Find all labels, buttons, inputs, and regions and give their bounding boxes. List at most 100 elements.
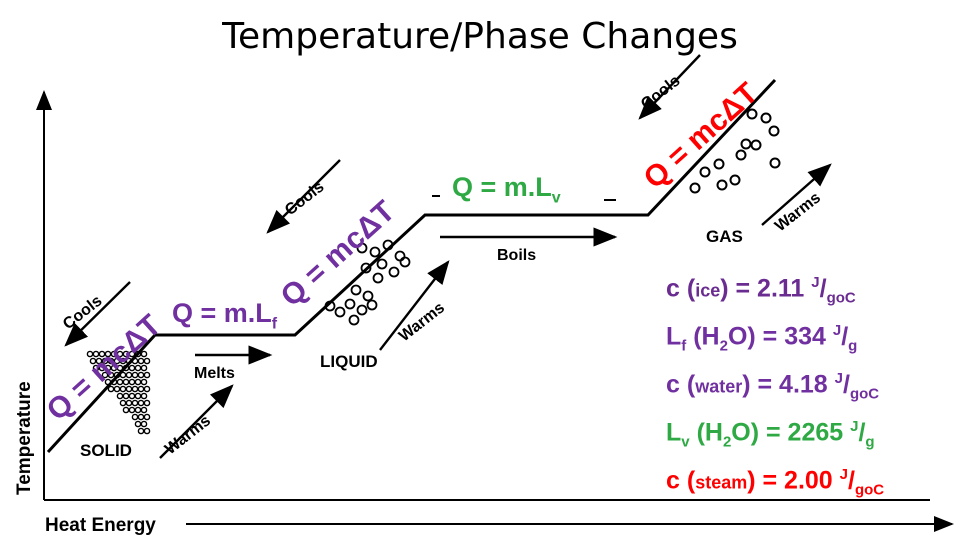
y-axis-label: Temperature [14, 381, 35, 495]
heating-curve [46, 78, 777, 454]
solid-particle [95, 357, 103, 365]
cools-label-3: Cools [638, 72, 684, 113]
solid-particle [125, 399, 133, 407]
solid-particle [110, 350, 118, 358]
solid-particle [128, 364, 136, 372]
boils-label: Boils [497, 247, 536, 264]
solid-particle [101, 357, 109, 365]
warms-arrow-3 [761, 163, 832, 226]
solid-particle [137, 413, 145, 421]
solid-particle [128, 406, 136, 414]
solid-particle [113, 385, 121, 393]
solid-particle [92, 364, 100, 372]
constant-lv: Lv (H2O) = 2265 J/g [666, 418, 875, 451]
solid-particle [134, 350, 142, 358]
solid-particle [140, 378, 148, 386]
solid-particle [104, 378, 112, 386]
solid-particle [143, 371, 151, 379]
constant-lf: Lf (H2O) = 334 J/g [666, 322, 858, 355]
solid-particle [122, 406, 130, 414]
solid-particle [119, 357, 127, 365]
solid-particle [122, 350, 130, 358]
solid-particle [137, 371, 145, 379]
solid-particle [128, 378, 136, 386]
equation-fusion: Q = m.Lf [172, 298, 278, 333]
solid-particle [107, 357, 115, 365]
solid-particle [134, 406, 142, 414]
solid-particle [137, 427, 145, 435]
solid-particle [110, 378, 118, 386]
warms-arrow-1 [159, 384, 234, 459]
solid-particle [140, 364, 148, 372]
solid-particle [122, 392, 130, 400]
solid-particle [125, 385, 133, 393]
solid-particle [122, 364, 130, 372]
warms-arrow-2 [379, 260, 450, 351]
solid-particle [116, 378, 124, 386]
solid-particle [137, 385, 145, 393]
solid-particle [89, 357, 97, 365]
solid-particle [107, 371, 115, 379]
solid-particle [125, 357, 133, 365]
solid-particle [134, 420, 142, 428]
cools-arrow-2 [266, 159, 341, 234]
equation-vaporization: Q = m.Lv [452, 172, 561, 207]
cools-label-2: Cools [282, 178, 328, 219]
solid-particle [107, 385, 115, 393]
liquid-particles [324, 239, 411, 326]
solid-particle [143, 357, 151, 365]
solid-particle [140, 392, 148, 400]
constant-c-ice: c (ice) = 2.11 J/goC [666, 274, 856, 307]
solid-particle [131, 371, 139, 379]
solid-particle [110, 364, 118, 372]
solid-particle [134, 364, 142, 372]
solid-particle [92, 350, 100, 358]
solid-particle [143, 399, 151, 407]
solid-particle [116, 364, 124, 372]
cools-arrow-3 [638, 54, 701, 120]
solid-particle [119, 371, 127, 379]
solid-particle [131, 357, 139, 365]
gas-label: GAS [706, 227, 743, 246]
equation-sensible-1: Q = mcΔT [41, 308, 168, 427]
solid-particle [140, 350, 148, 358]
cools-arrow-1 [64, 281, 131, 347]
solid-particle [113, 357, 121, 365]
solid-particle [122, 378, 130, 386]
solid-particle [119, 399, 127, 407]
warms-label-3: Warms [772, 189, 824, 235]
solid-particle [104, 364, 112, 372]
liquid-label: LIQUID [320, 352, 378, 371]
solid-particle [131, 399, 139, 407]
solid-particle [134, 378, 142, 386]
solid-particle [143, 427, 151, 435]
solid-particles [86, 350, 151, 435]
solid-particle [134, 392, 142, 400]
solid-particle [119, 385, 127, 393]
solid-particle [101, 371, 109, 379]
x-axis-label: Heat Energy [45, 515, 156, 536]
solid-particle [140, 406, 148, 414]
solid-particle [137, 357, 145, 365]
solid-particle [140, 420, 148, 428]
solid-particle [143, 385, 151, 393]
solid-particle [104, 350, 112, 358]
solid-particle [86, 350, 94, 358]
warms-label-1: Warms [162, 412, 214, 458]
constant-c-steam: c (steam) = 2.00 J/goC [666, 466, 885, 499]
solid-particle [143, 413, 151, 421]
solid-particle [116, 350, 124, 358]
solid-particle [116, 392, 124, 400]
solid-particle [128, 350, 136, 358]
solid-particle [128, 392, 136, 400]
warms-label-2: Warms [396, 299, 448, 345]
solid-particle [98, 350, 106, 358]
page-title: Temperature/Phase Changes [222, 16, 738, 57]
solid-particle [113, 371, 121, 379]
melts-label: Melts [194, 365, 235, 382]
solid-particle [125, 371, 133, 379]
gas-particles [689, 108, 781, 194]
solid-particle [98, 364, 106, 372]
